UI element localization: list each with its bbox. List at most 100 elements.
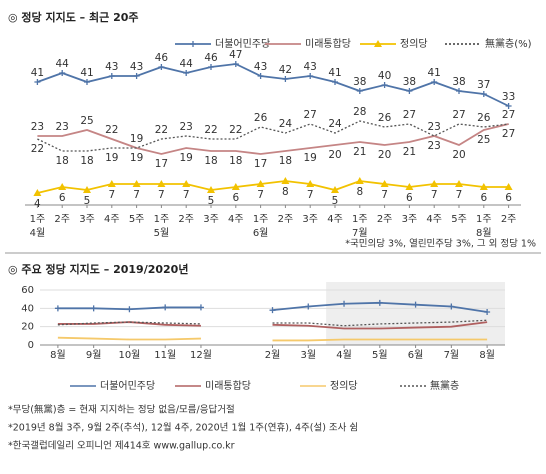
data-label: 21 (353, 146, 366, 158)
data-label: 27 (502, 109, 515, 121)
point (282, 76, 289, 82)
x-tick-label: 1주 6월 (253, 214, 269, 239)
data-label: 4 (34, 198, 41, 210)
data-label: 46 (204, 52, 218, 64)
point (376, 299, 383, 306)
x-tick-label: 2주 (377, 214, 393, 225)
data-label: 41 (428, 67, 441, 79)
point (208, 64, 214, 70)
point (126, 306, 133, 313)
point (190, 41, 196, 47)
data-label: 20 (378, 149, 391, 161)
point (307, 73, 314, 79)
data-label: 27 (403, 109, 416, 121)
point (356, 88, 363, 94)
data-label: 18 (56, 155, 69, 167)
data-label: 7 (133, 189, 140, 201)
data-label: 8 (282, 186, 289, 198)
point (480, 91, 487, 97)
point (59, 70, 66, 76)
data-label: 25 (477, 134, 490, 146)
data-label: 38 (403, 76, 416, 88)
data-label: 17 (155, 158, 168, 170)
point (504, 183, 513, 190)
point (162, 304, 169, 311)
data-label: 17 (254, 158, 267, 170)
point (281, 177, 290, 184)
point (406, 88, 413, 94)
x-tick-label: 4월 (336, 349, 352, 361)
data-label: 19 (130, 133, 143, 145)
x-tick-label: 5월 (372, 349, 388, 361)
x-tick-label: 5주 (451, 214, 467, 225)
data-label: 18 (229, 155, 242, 167)
data-label: 5 (332, 195, 339, 207)
series-line (57, 336, 488, 342)
point (257, 73, 264, 79)
legend-label: 더불어민주당 (215, 38, 270, 50)
data-label: 7 (183, 189, 190, 201)
point (380, 180, 389, 187)
x-tick-label: 2주 (278, 214, 294, 225)
legend-label: 더불어민주당 (100, 380, 155, 392)
data-label: 7 (456, 189, 463, 201)
point (54, 305, 61, 312)
point (197, 304, 204, 311)
data-label: 20 (452, 149, 465, 161)
data-label: 41 (80, 67, 93, 79)
x-tick-label: 3주 (203, 214, 219, 225)
point (84, 79, 90, 85)
data-label: 23 (428, 140, 441, 152)
data-label: 6 (480, 192, 487, 204)
x-tick-label: 1주 5월 (154, 214, 170, 239)
data-label: 38 (353, 76, 366, 88)
data-label: 33 (502, 91, 515, 103)
data-label: 22 (155, 124, 168, 136)
point (479, 183, 488, 190)
x-tick-label: 8월 (50, 349, 66, 361)
point (83, 186, 91, 193)
x-tick-label: 4주 (426, 214, 442, 225)
data-label: 40 (378, 70, 391, 82)
data-label: 7 (257, 189, 264, 201)
point (34, 79, 41, 85)
point (505, 103, 512, 109)
x-tick-label: 12월 (190, 349, 212, 361)
chart-title: ◎ 정당 지지도 – 최근 20주 (8, 10, 139, 24)
data-label: 5 (208, 195, 215, 207)
data-label: 23 (56, 121, 69, 133)
x-tick-label: 11월 (154, 349, 176, 361)
data-label: 6 (406, 192, 413, 204)
data-label: 42 (279, 64, 292, 76)
point (306, 180, 315, 187)
y-tick-label: 20 (21, 322, 34, 333)
footnote: *2019년 8월 3주, 9월 2주(추석), 12월 4주, 2020년 1… (8, 422, 358, 434)
point (183, 70, 190, 76)
point (305, 303, 312, 310)
series-line (37, 180, 509, 194)
series-line (37, 120, 509, 152)
data-label: 19 (180, 152, 193, 164)
data-label: 18 (80, 155, 93, 167)
x-tick-label: 3주 (79, 214, 95, 225)
point (33, 189, 42, 196)
data-label: 27 (452, 109, 465, 121)
data-label: 7 (381, 189, 388, 201)
point (90, 305, 97, 312)
point (412, 301, 419, 308)
chart-title: ◎ 주요 정당 지지도 – 2019/2020년 (8, 262, 188, 276)
data-label: 6 (232, 192, 239, 204)
data-label: 44 (180, 58, 194, 70)
point (332, 79, 338, 85)
point (431, 79, 438, 85)
point (374, 40, 382, 47)
data-label: 5 (84, 195, 91, 207)
data-label: 22 (204, 124, 217, 136)
y-tick-label: 40 (21, 303, 34, 314)
data-label: 41 (31, 67, 44, 79)
legend-label: 정의당 (400, 38, 428, 50)
x-tick-label: 4주 (104, 214, 120, 225)
x-tick-label: 5주 (129, 214, 145, 225)
footnote: *무당(無黨)층 = 현재 지지하는 정당 없음/모름/응답거절 (8, 404, 235, 416)
